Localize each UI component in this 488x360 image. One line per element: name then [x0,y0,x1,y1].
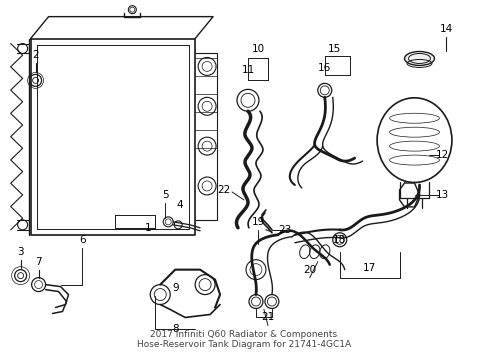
Circle shape [18,220,27,230]
Text: 3: 3 [17,247,24,257]
Text: 17: 17 [362,263,375,273]
Text: 21: 21 [261,312,274,323]
Circle shape [128,6,136,14]
Circle shape [163,217,173,227]
Text: 11: 11 [241,66,254,76]
Text: 18: 18 [332,235,346,245]
Text: 13: 13 [435,190,448,200]
Text: 1: 1 [144,223,151,233]
Text: 12: 12 [435,150,448,160]
Ellipse shape [376,98,451,183]
Text: 8: 8 [172,324,178,334]
Text: 9: 9 [172,283,178,293]
Circle shape [30,75,41,86]
Text: 7: 7 [35,257,42,267]
Text: 23: 23 [278,225,291,235]
Circle shape [15,270,26,282]
Text: 22: 22 [217,185,230,195]
Text: 2017 Infiniti Q60 Radiator & Components
Hose-Reservoir Tank Diagram for 21741-4G: 2017 Infiniti Q60 Radiator & Components … [137,330,350,349]
Text: 14: 14 [439,24,452,33]
Text: 6: 6 [79,235,85,245]
Text: 19: 19 [251,217,264,227]
Text: 2: 2 [32,50,39,60]
Text: 10: 10 [251,44,264,54]
Text: 20: 20 [303,265,316,275]
Circle shape [174,221,182,229]
Text: 15: 15 [327,44,341,54]
Text: 16: 16 [318,63,331,73]
Text: 5: 5 [162,190,168,200]
Text: 4: 4 [177,200,183,210]
Circle shape [18,44,27,54]
Ellipse shape [404,51,433,66]
